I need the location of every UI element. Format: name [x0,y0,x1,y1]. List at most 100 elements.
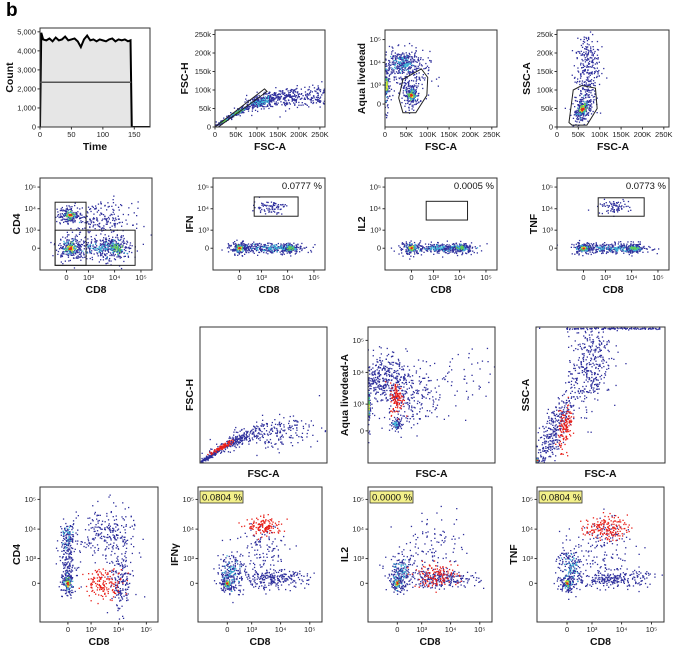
event-dot [103,241,105,244]
event-dot [446,245,448,247]
event-dot [270,97,273,100]
event-dot [273,92,276,94]
event-dot [577,104,579,106]
event-dot [99,226,101,228]
event-dot [109,243,111,246]
event-dot [388,69,390,72]
gate[interactable] [425,200,469,221]
event-dot [606,77,608,79]
event-dot [272,208,274,210]
event-dot [108,245,111,247]
event-dot [464,248,466,250]
event-dot [83,216,85,218]
gate[interactable] [253,196,299,217]
event-dot [580,119,582,121]
event-dot [331,90,332,91]
event-dot [284,92,286,94]
event-dot [276,213,278,215]
event-dot [414,247,416,249]
event-dot [589,28,590,29]
event-dot [276,212,278,214]
event-dot [398,57,400,59]
gate[interactable] [398,68,429,114]
event-dot [427,94,430,96]
event-dot [121,225,123,227]
event-dot [75,242,77,244]
event-dot [112,219,114,221]
event-dot [79,246,81,248]
event-dot [76,214,78,216]
event-dot [408,109,410,111]
gate[interactable] [568,85,598,126]
event-dot [65,243,67,245]
event-dot [71,244,74,246]
event-dot [67,220,69,222]
event-dot [418,83,420,85]
event-dot [451,243,454,245]
event-dot [115,250,117,252]
event-dot [61,216,64,219]
event-dot [456,252,458,255]
event-dot [82,250,84,252]
event-dot [425,248,427,250]
event-dot [594,58,596,60]
event-dot [396,67,398,70]
event-dot [284,247,286,249]
event-dot [295,246,297,249]
event-dot [256,95,258,97]
event-dot [60,219,62,221]
event-dot [421,250,423,252]
event-dot [67,234,69,236]
event-dot [590,108,592,110]
event-dot [332,93,333,94]
event-dot [406,87,408,90]
event-dot [268,207,270,210]
event-dot [67,216,69,219]
event-dot [457,251,459,253]
event-dot [586,54,588,57]
event-dot [96,217,98,219]
gate[interactable] [213,88,268,128]
gate[interactable] [54,229,136,266]
event-dot [63,244,66,246]
event-dot [400,76,402,78]
event-dot [431,248,433,250]
plot-frame [384,177,498,271]
event-dot [382,64,383,65]
event-dot [103,225,105,227]
event-dot [418,244,420,247]
y-tick-label: 2,000 [17,84,36,93]
event-dot [582,105,584,107]
event-dot [587,46,589,48]
event-dot [402,61,404,63]
event-dot [583,84,585,86]
event-dot [279,97,281,99]
event-dot [305,94,307,97]
event-dot [412,101,414,103]
event-dot [86,211,88,213]
event-dot [256,106,258,108]
gate-frequency: 0.0777 % [282,181,323,192]
event-dot [417,94,420,97]
event-dot [78,221,81,224]
event-dot [388,85,390,88]
event-dot [584,102,586,105]
event-dot [414,93,416,95]
event-dot [271,98,274,100]
event-dot [60,239,62,241]
plot-area [50,195,152,270]
event-dot [401,63,403,65]
event-dot [95,205,97,207]
event-dot [259,103,261,105]
event-dot [257,98,259,100]
event-dot [59,223,61,225]
event-dot [259,242,261,245]
event-dot [404,244,406,246]
y-tick-label: 0 [207,123,211,132]
event-dot [98,246,100,248]
event-dot [581,104,583,106]
event-dot [462,245,464,247]
event-dot [130,247,132,249]
event-dot [86,258,88,260]
event-dot [419,240,422,242]
